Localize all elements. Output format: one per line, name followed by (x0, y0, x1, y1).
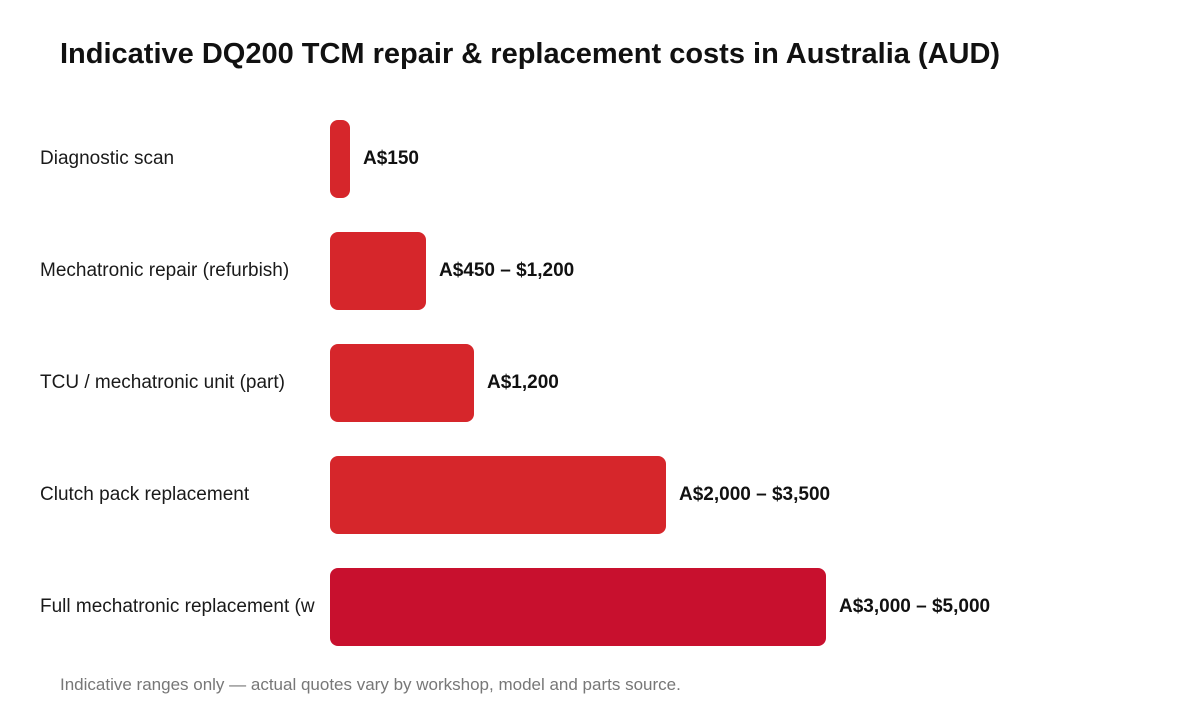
category-label-5: Full mechatronic replacement (w (40, 596, 315, 617)
bar-1 (330, 120, 350, 198)
category-labels: Diagnostic scan Mechatronic repair (refur… (40, 148, 315, 617)
chart-footnote: Indicative ranges only — actual quotes v… (60, 675, 681, 694)
bar-5 (330, 568, 826, 646)
chart-title: Indicative DQ200 TCM repair & replacemen… (60, 38, 1001, 70)
bar-4 (330, 456, 666, 534)
category-label-2: Mechatronic repair (refurbish) (40, 260, 289, 281)
bars-layer (330, 120, 826, 646)
value-label-5: A$3,000 – $5,000 (839, 596, 990, 617)
category-label-3: TCU / mechatronic unit (part) (40, 372, 285, 393)
value-labels: A$150 A$450 – $1,200 A$1,200 A$2,000 – $3,5… (363, 148, 990, 617)
bar-2 (330, 232, 426, 310)
value-label-1: A$150 (363, 148, 419, 169)
bar-3 (330, 344, 474, 422)
category-label-4: Clutch pack replacement (40, 484, 250, 505)
value-label-3: A$1,200 (487, 372, 559, 393)
category-label-1: Diagnostic scan (40, 148, 174, 169)
value-label-4: A$2,000 – $3,500 (679, 484, 830, 505)
value-label-2: A$450 – $1,200 (439, 260, 574, 281)
